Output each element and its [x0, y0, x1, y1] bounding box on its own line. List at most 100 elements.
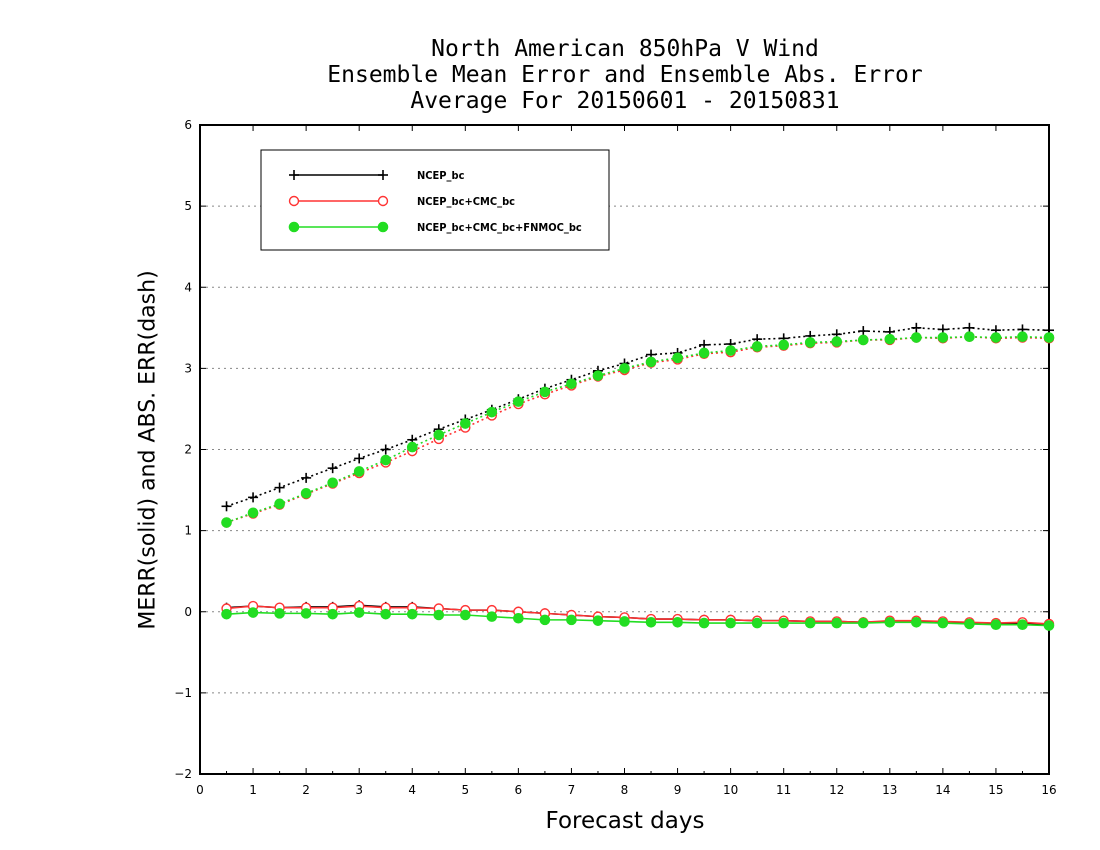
x-tick-label: 6	[515, 783, 523, 797]
abs-err-point	[858, 326, 869, 337]
plot-series	[221, 322, 1055, 631]
merr-point	[672, 616, 683, 628]
x-tick-label: 15	[988, 783, 1003, 797]
abs-err-point	[751, 341, 763, 352]
abs-err-point	[460, 418, 471, 429]
abs-err-point	[327, 477, 338, 489]
merr-point	[300, 608, 312, 619]
abs-err-point	[513, 396, 524, 407]
merr-point	[433, 609, 445, 621]
abs-err-point	[406, 441, 418, 453]
merr-point	[221, 608, 232, 620]
merr-point	[884, 616, 896, 628]
merr-point	[327, 608, 338, 620]
merr-point	[725, 617, 736, 629]
merr-point	[751, 617, 763, 629]
chart-title-line-2: Ensemble Mean Error and Ensemble Abs. Er…	[327, 62, 923, 88]
abs-err-point	[354, 453, 365, 464]
chart-title-line-1: North American 850hPa V Wind	[431, 36, 819, 62]
merr-point	[566, 614, 577, 626]
legend: NCEP_bc NCEP_bc+CMC_bc NCEP_bc+CMC_bc+FNMO…	[260, 149, 610, 251]
x-tick-label: 12	[829, 783, 844, 797]
abs-err-point	[301, 472, 312, 483]
abs-err-line	[226, 327, 1050, 508]
abs-err-point	[327, 463, 338, 474]
merr-point	[937, 617, 949, 629]
x-tick-label: 13	[882, 783, 897, 797]
abs-err-point	[248, 492, 259, 503]
merr-point	[804, 617, 816, 629]
abs-err-point	[221, 501, 232, 512]
abs-err-point	[911, 332, 922, 343]
merr-point	[513, 612, 524, 624]
y-tick-label: 5	[184, 199, 192, 213]
x-tick-label: 3	[355, 783, 363, 797]
abs-err-point	[964, 322, 975, 333]
abs-err-point	[857, 334, 869, 346]
merr-point	[911, 616, 922, 628]
legend-marker	[288, 195, 300, 207]
x-tick-label: 14	[935, 783, 950, 797]
abs-err-point	[247, 507, 259, 519]
abs-err-point	[911, 322, 922, 333]
abs-err-point	[274, 498, 285, 510]
abs-err-point	[778, 339, 789, 351]
series-ncep-bc-cmc-bc	[221, 331, 1055, 630]
merr-point	[857, 617, 869, 629]
abs-err-point	[831, 336, 843, 347]
merr-point	[619, 616, 630, 627]
abs-err-point	[353, 466, 365, 477]
y-tick-label: 1	[184, 524, 192, 538]
y-tick-label: 3	[184, 361, 192, 375]
abs-err-point	[380, 444, 391, 455]
y-tick-label: −2	[174, 767, 192, 781]
x-tick-label: 9	[674, 783, 682, 797]
abs-err-point	[539, 386, 551, 398]
legend-marker	[289, 170, 299, 180]
abs-err-point	[486, 406, 498, 418]
legend-label: NCEP_bc+CMC_bc+FNMOC_bc	[417, 221, 582, 234]
merr-point	[406, 608, 418, 620]
x-tick-label: 1	[249, 783, 257, 797]
x-tick-label: 7	[568, 783, 576, 797]
x-tick-label: 8	[621, 783, 629, 797]
abs-err-point	[1043, 332, 1055, 343]
merr-point	[380, 608, 392, 620]
legend-label: NCEP_bc	[417, 169, 465, 182]
x-tick-label: 10	[723, 783, 738, 797]
merr-point	[698, 617, 710, 629]
abs-err-point	[884, 333, 896, 345]
merr-point	[353, 607, 365, 618]
merr-point	[592, 615, 604, 626]
abs-err-point	[300, 488, 312, 499]
legend-marker	[378, 170, 388, 180]
merr-point	[778, 617, 789, 629]
merr-point	[486, 611, 498, 622]
merr-point	[274, 608, 285, 619]
x-axis-label: Forecast days	[545, 808, 705, 834]
y-tick-label: 2	[184, 443, 192, 457]
y-tick-label: −1	[174, 686, 192, 700]
legend-item-ncep-bc-cmc-bc: NCEP_bc+CMC_bc	[288, 195, 515, 208]
merr-line	[226, 611, 1050, 627]
x-tick-label: 11	[776, 783, 791, 797]
y-axis-label: MERR(solid) and ABS. ERR(dash)	[135, 270, 161, 630]
merr-point	[247, 607, 259, 618]
merr-point	[964, 618, 975, 630]
legend-marker	[288, 221, 300, 233]
x-tick-label: 5	[461, 783, 469, 797]
legend-box	[260, 149, 610, 251]
legend-marker	[377, 195, 389, 207]
x-tick-label: 2	[302, 783, 310, 797]
abs-err-point	[274, 482, 285, 493]
merr-point	[990, 619, 1002, 631]
abs-err-point	[566, 378, 577, 390]
abs-err-line	[226, 335, 1050, 524]
abs-err-point	[619, 363, 630, 374]
legend-item-ncep-bc-cmc-bc-fnmoc-bc: NCEP_bc+CMC_bc+FNMOC_bc	[288, 221, 582, 234]
abs-err-point	[592, 370, 604, 381]
merr-point	[645, 616, 657, 628]
x-tick-label: 16	[1041, 783, 1056, 797]
